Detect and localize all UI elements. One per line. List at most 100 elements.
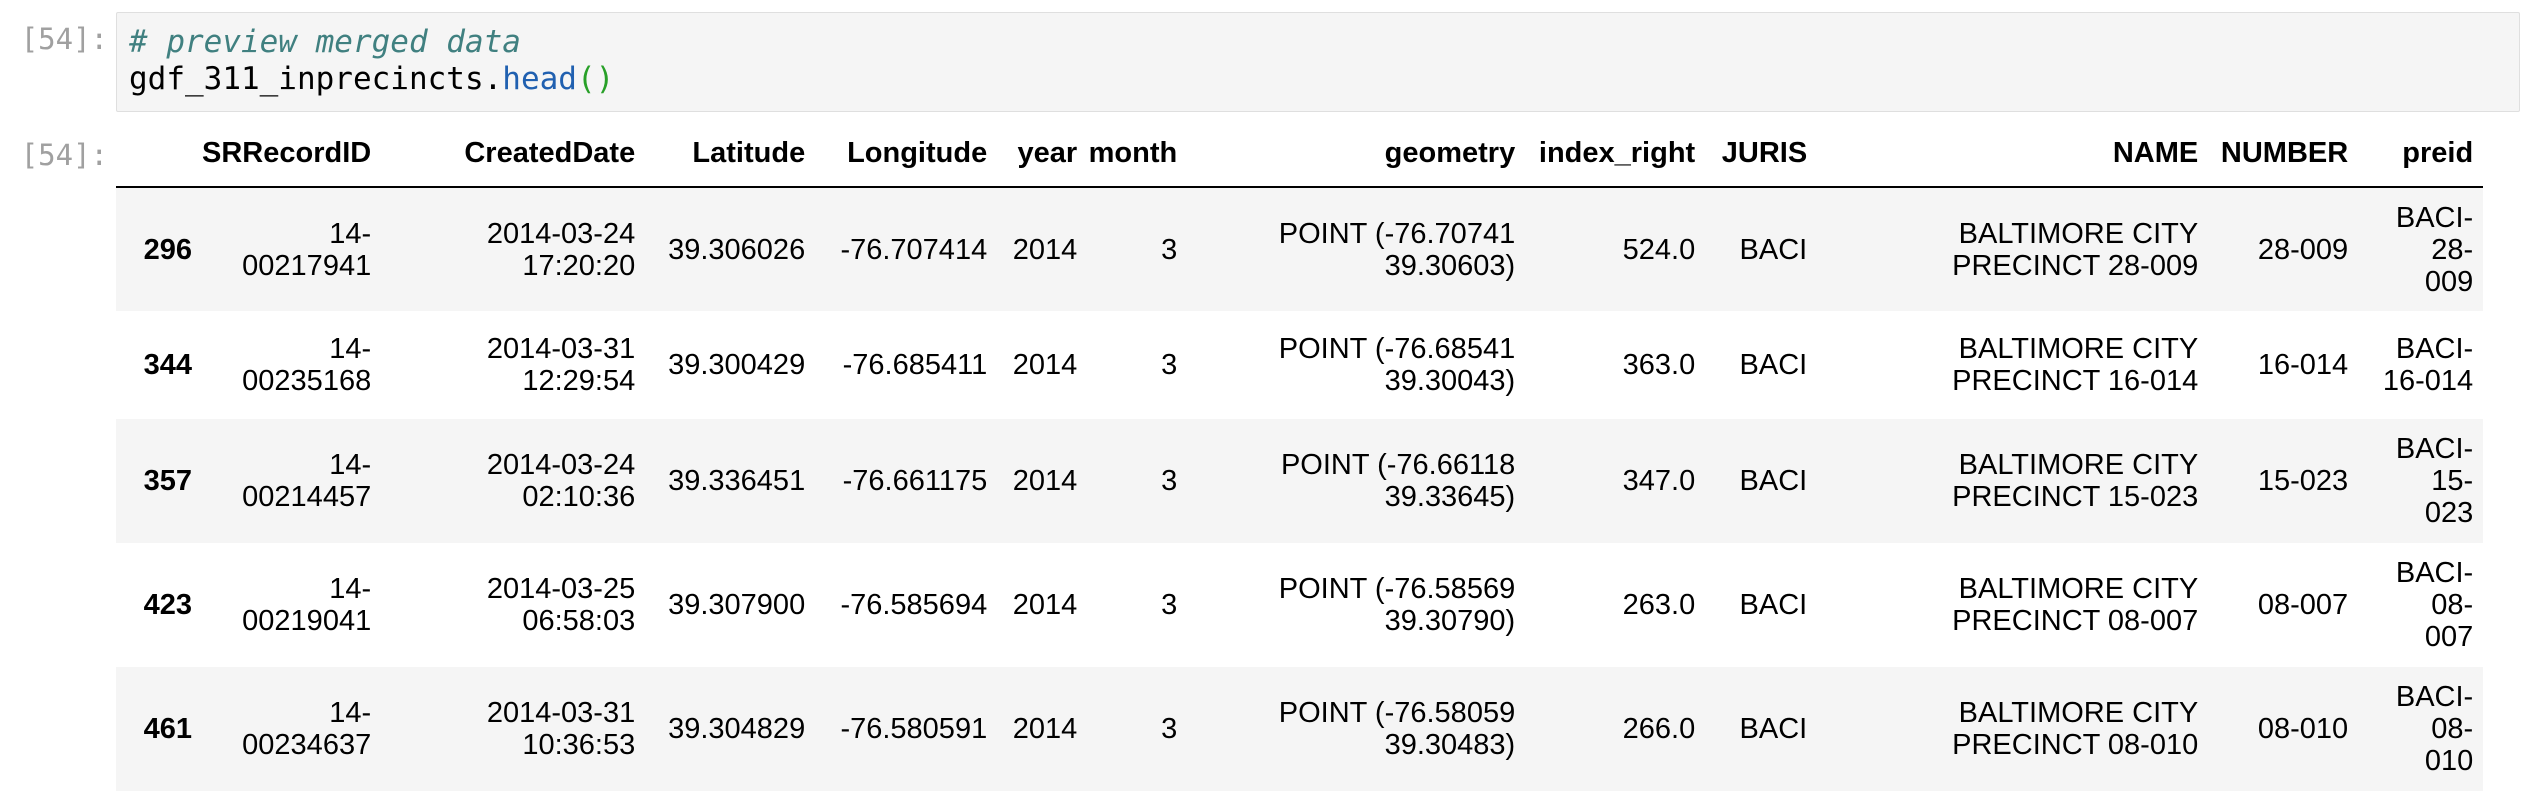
table-cell: 14- 00214457 <box>202 419 381 543</box>
code-line-1: # preview merged data <box>129 24 521 60</box>
cell-text-line: 14- <box>329 217 372 250</box>
cell-text-line: 39.304829 <box>668 713 806 745</box>
cell-text-line: PRECINCT 15-023 <box>1952 481 2199 513</box>
code-line-2: gdf_311_inprecincts.head() <box>129 61 614 97</box>
table-cell: 3 <box>1087 667 1187 791</box>
table-cell: 14- 00219041 <box>202 543 381 667</box>
cell-text-line: 2014 <box>1012 465 1078 497</box>
table-cell: 263.0 <box>1525 543 1705 667</box>
column-header: preid <box>2358 120 2484 188</box>
table-cell: -76.585694 <box>815 543 997 667</box>
cell-text-line: 2014 <box>1012 233 1078 266</box>
cell-text-line: 39.30483) <box>1384 729 1516 761</box>
table-cell: BACI- 28- 009 <box>2358 187 2483 311</box>
cell-text-line: 3 <box>1161 349 1178 381</box>
table-cell: BALTIMORE CITY PRECINCT 28-009 <box>1817 187 2208 311</box>
table-cell: 28-009 <box>2208 187 2358 311</box>
table-cell: 2014-03-24 17:20:20 <box>381 187 645 311</box>
table-cell: 14- 00217941 <box>202 187 381 311</box>
table-cell: 39.306026 <box>645 187 815 311</box>
cell-text-line: 16-014 <box>2257 349 2349 381</box>
cell-text-line: 08-010 <box>2257 713 2349 745</box>
column-header: year <box>997 120 1088 188</box>
cell-text-line: 15-023 <box>2257 465 2349 497</box>
cell-text-line: PRECINCT 08-010 <box>1952 729 2199 761</box>
cell-text-line: BACI <box>1739 589 1808 621</box>
table-cell: 08-010 <box>2208 667 2358 791</box>
cell-text-line: -76.661175 <box>842 465 988 497</box>
table-cell: POINT (-76.66118 39.33645) <box>1187 419 1525 543</box>
header-index-cell <box>116 120 202 188</box>
table-cell: POINT (-76.58569 39.30790) <box>1187 543 1525 667</box>
cell-text-line: -76.685411 <box>842 349 988 381</box>
cell-text-line: 39.30043) <box>1384 365 1516 397</box>
cell-text-line: 10:36:53 <box>522 729 636 761</box>
code-editor[interactable]: # preview merged data gdf_311_inprecinct… <box>116 12 2520 112</box>
cell-text-line: -76.585694 <box>840 589 988 621</box>
table-cell: BALTIMORE CITY PRECINCT 15-023 <box>1817 419 2208 543</box>
table-cell: 2014-03-31 12:29:54 <box>381 311 645 419</box>
cell-text-line: 00214457 <box>242 481 372 513</box>
table-cell: BALTIMORE CITY PRECINCT 08-010 <box>1817 667 2208 791</box>
cell-text-line: 2014 <box>1012 349 1078 381</box>
code-comment: # preview merged data <box>129 24 521 60</box>
table-cell: BACI- 16-014 <box>2358 311 2483 419</box>
table-row: 423 14- 00219041 2014-03-25 06:58:03 39.30790… <box>116 543 2484 667</box>
table-cell: 3 <box>1087 187 1187 311</box>
table-cell: 39.307900 <box>645 543 815 667</box>
cell-text-line: 266.0 <box>1622 713 1696 745</box>
table-cell: BACI- 08- 007 <box>2358 543 2483 667</box>
cell-text-line: BACI <box>1739 233 1808 266</box>
cell-text-line: 524.0 <box>1622 233 1696 266</box>
table-cell: 3 <box>1087 311 1187 419</box>
table-row: 357 14- 00214457 2014-03-24 02:10:36 39.33645… <box>116 419 2484 543</box>
table-cell: 2014-03-24 02:10:36 <box>381 419 645 543</box>
cell-text-line: 00219041 <box>242 605 372 637</box>
cell-text-line: BACI <box>1739 713 1808 745</box>
cell-text-line: 2014-03-25 <box>486 573 636 605</box>
cell-text-line: 007 <box>2424 621 2474 653</box>
cell-text-line: 28-009 <box>2257 233 2349 266</box>
cell-text-line: BACI- <box>2395 433 2474 465</box>
cell-text-line: 263.0 <box>1622 589 1696 621</box>
cell-text-line: 14- <box>329 449 372 481</box>
table-cell: 2014 <box>997 311 1087 419</box>
table-cell: POINT (-76.70741 39.30603) <box>1187 187 1525 311</box>
cell-text-line: 00234637 <box>242 729 372 761</box>
table-cell: 39.336451 <box>645 419 815 543</box>
table-cell: BACI <box>1705 667 1817 791</box>
table-row: 296 14- 00217941 2014-03-24 17:20:20 39.30602… <box>116 187 2484 311</box>
cell-text-line: BACI <box>1739 465 1808 497</box>
header-row: SRRecordID CreatedDate Latitude Longitude ye… <box>116 120 2484 188</box>
table-cell: 2014 <box>997 667 1087 791</box>
table-header: SRRecordID CreatedDate Latitude Longitude ye… <box>116 120 2484 188</box>
cell-text-line: PRECINCT 08-007 <box>1952 605 2199 637</box>
dataframe-table: SRRecordID CreatedDate Latitude Longitude ye… <box>116 120 2484 791</box>
cell-text-line: 023 <box>2424 497 2474 529</box>
cell-text-line: 14- <box>329 697 372 729</box>
code-parens: () <box>576 61 615 97</box>
cell-text-line: 39.33645) <box>1384 481 1516 513</box>
table-cell: BACI <box>1705 543 1817 667</box>
cell-text-line: PRECINCT 28-009 <box>1952 249 2199 282</box>
cell-text-line: 00235168 <box>242 365 372 397</box>
cell-text-line: BACI- <box>2395 557 2474 589</box>
cell-text-line: 39.300429 <box>668 349 806 381</box>
cell-text-line: PRECINCT 16-014 <box>1952 365 2199 397</box>
table-cell: -76.707414 <box>815 187 997 311</box>
table-cell: 14- 00234637 <box>202 667 381 791</box>
cell-text-line: BALTIMORE CITY <box>1958 697 2199 729</box>
table-cell: 2014 <box>997 419 1087 543</box>
cell-output: SRRecordID CreatedDate Latitude Longitude ye… <box>116 120 2484 791</box>
table-row: 344 14- 00235168 2014-03-31 12:29:54 39.30042… <box>116 311 2484 419</box>
column-header: geometry <box>1187 120 1526 188</box>
cell-text-line: 39.306026 <box>668 233 806 266</box>
cell-text-line: POINT (-76.58059 <box>1278 697 1516 729</box>
cell-text-line: 08- <box>2431 589 2474 621</box>
table-cell: 39.304829 <box>645 667 815 791</box>
cell-text-line: BACI- <box>2395 333 2474 365</box>
table-cell: BACI <box>1705 311 1817 419</box>
row-index: 357 <box>143 465 192 497</box>
row-index: 461 <box>143 713 192 745</box>
table-cell: BALTIMORE CITY PRECINCT 16-014 <box>1817 311 2208 419</box>
